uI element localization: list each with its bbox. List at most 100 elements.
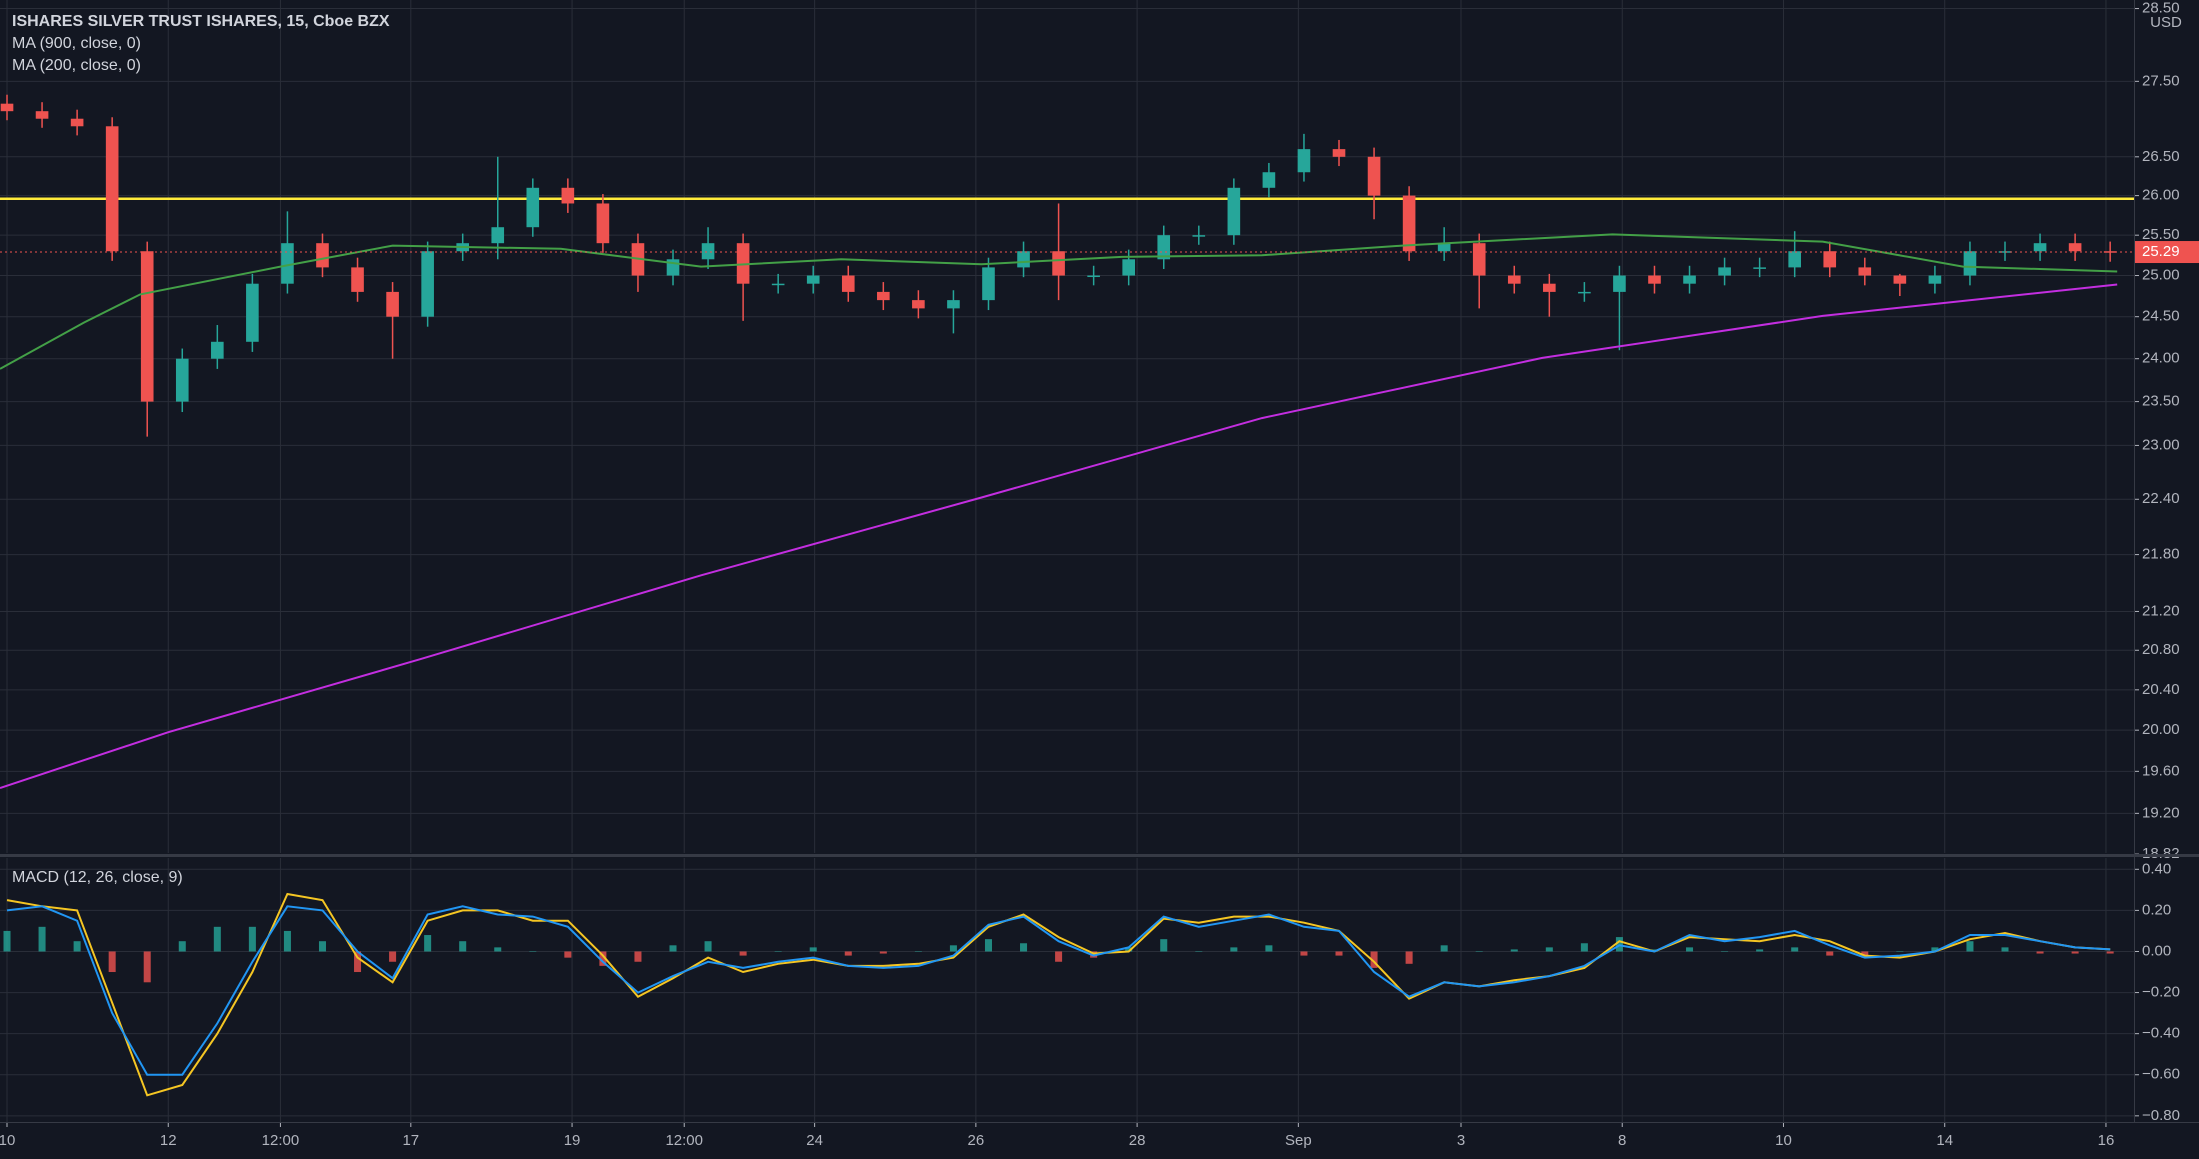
histogram-bar	[1686, 947, 1694, 952]
x-tick-label: 28	[1129, 1132, 1146, 1149]
legend-entry: MA (200, close, 0)	[12, 57, 141, 74]
candle-body	[947, 300, 960, 309]
last-price-box	[2135, 241, 2199, 264]
histogram-bar	[108, 951, 116, 973]
candle-body	[1578, 291, 1591, 294]
candle-body	[1262, 172, 1276, 188]
candle-body	[1718, 267, 1731, 276]
candle-body	[1963, 251, 1977, 276]
histogram-bar	[1300, 951, 1308, 956]
candle-body	[1192, 235, 1206, 237]
candle-body	[351, 267, 364, 292]
candle-body	[1543, 283, 1556, 292]
histogram-bar	[38, 926, 46, 952]
chart-title: ISHARES SILVER TRUST ISHARES, 15, Cboe B…	[12, 13, 390, 30]
candle-body	[1648, 275, 1661, 284]
candle-body	[316, 243, 329, 268]
macd-line	[6, 892, 2111, 1097]
histogram-bar	[389, 951, 397, 962]
histogram-bar	[143, 951, 151, 983]
y-tick-label: −0.60	[2142, 1066, 2180, 1083]
y-tick-label: −0.20	[2142, 984, 2180, 1001]
x-tick-label: 12:00	[262, 1132, 300, 1149]
histogram-bar	[2001, 947, 2009, 952]
histogram-bar	[318, 941, 326, 952]
x-tick-label: Sep	[1285, 1132, 1312, 1149]
legend-entry: MA (900, close, 0)	[12, 35, 141, 52]
price-pane	[0, 0, 2134, 853]
candle-body	[1613, 275, 1626, 292]
histogram-bar	[739, 951, 747, 956]
histogram-bar	[1160, 939, 1168, 952]
histogram-bar	[634, 951, 642, 962]
histogram-bar	[73, 941, 81, 952]
y-tick-label: 19.20	[2142, 804, 2180, 821]
candle-body	[1367, 156, 1381, 196]
histogram-bar	[984, 939, 992, 952]
x-tick-label: 10	[1775, 1132, 1792, 1149]
candle-body	[877, 291, 890, 301]
y-tick-label: −0.80	[2142, 1107, 2180, 1124]
x-tick-label: 10	[0, 1132, 15, 1149]
histogram-bar	[2071, 951, 2079, 954]
candle-body	[526, 187, 540, 228]
histogram-bar	[704, 941, 712, 952]
histogram-bar	[424, 935, 432, 952]
y-tick-label: 19.60	[2142, 762, 2180, 779]
candle-body	[1052, 251, 1065, 276]
candle-body	[1858, 267, 1872, 276]
x-tick-label: 24	[806, 1132, 823, 1149]
x-tick-label: 12:00	[665, 1132, 703, 1149]
histogram-bar	[1020, 943, 1028, 952]
currency-label: USD	[2150, 14, 2182, 31]
histogram-bar	[1335, 951, 1343, 956]
candle-body	[0, 103, 14, 112]
histogram-bar	[354, 951, 362, 973]
histogram-bar	[248, 926, 256, 952]
candle-body	[1297, 149, 1311, 173]
histogram-bar	[283, 930, 291, 952]
y-tick-label: 25.50	[2142, 226, 2180, 243]
histogram-bar	[879, 951, 887, 954]
candle-body	[771, 283, 785, 286]
candle-body	[1017, 251, 1030, 268]
candle-body	[386, 291, 399, 317]
y-tick-label: 0.00	[2142, 942, 2171, 959]
y-tick-label: 26.50	[2142, 148, 2180, 165]
candle-body	[982, 267, 995, 301]
y-tick-label: 23.50	[2142, 393, 2180, 410]
histogram-bar	[599, 951, 607, 966]
y-tick-label: 24.00	[2142, 350, 2180, 367]
moving-average	[0, 283, 2118, 789]
histogram-bar	[494, 947, 502, 952]
last-price-label: 25.29	[2142, 243, 2180, 260]
histogram-bar	[1510, 949, 1518, 952]
histogram-bar	[914, 951, 922, 952]
histogram-bar	[564, 951, 572, 958]
histogram-bar	[1615, 937, 1623, 952]
candle-body	[105, 126, 119, 252]
candle-body	[1332, 149, 1346, 157]
histogram-bar	[809, 947, 817, 952]
x-tick-label: 14	[1936, 1132, 1953, 1149]
candle-body	[841, 275, 855, 292]
candle-body	[1893, 275, 1907, 284]
histogram-bar	[529, 951, 537, 952]
candle-body	[491, 227, 505, 244]
candle-body	[1437, 243, 1451, 252]
candle-body	[1928, 275, 1942, 284]
y-tick-label: 20.80	[2142, 641, 2180, 658]
candle-body	[421, 251, 434, 317]
histogram-bar	[1125, 947, 1133, 952]
candle-body	[1157, 235, 1171, 260]
histogram-bar	[2036, 951, 2044, 954]
histogram-bar	[1405, 951, 1413, 964]
y-tick-label: −0.40	[2142, 1025, 2180, 1042]
candle-body	[246, 283, 259, 342]
histogram-bar	[1896, 951, 1904, 952]
histogram-bar	[3, 930, 11, 952]
y-tick-label: 28.50	[2142, 0, 2180, 17]
moving-average	[0, 233, 2118, 370]
candle-body	[1472, 243, 1486, 276]
